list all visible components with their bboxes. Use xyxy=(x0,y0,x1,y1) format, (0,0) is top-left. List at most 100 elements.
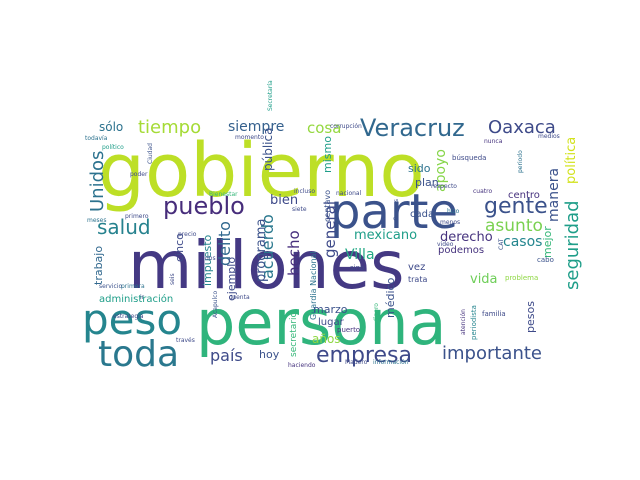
word-cat: CAT xyxy=(498,238,505,250)
word-nunca: nunca xyxy=(484,138,503,145)
word-primero: primero xyxy=(125,213,149,220)
word-guardia-nacional: Guardia Nacional xyxy=(309,251,318,320)
word-menos: menos xyxy=(440,219,460,226)
word-haciendo: haciendo xyxy=(288,362,316,369)
word-sino: sino xyxy=(350,264,364,272)
word-programa: programa xyxy=(254,219,269,282)
word-acuerdo: acuerdo xyxy=(258,214,277,279)
word-primera: primera xyxy=(121,283,145,290)
word-seguridad: seguridad xyxy=(562,200,583,290)
word-casos: casos xyxy=(503,234,542,250)
word-impuesto: impuesto xyxy=(201,234,214,286)
word-corrupción: corrupción xyxy=(330,123,362,130)
word-toda: toda xyxy=(98,334,179,375)
word-seis: seis xyxy=(169,273,176,285)
word-hecho: hecho xyxy=(285,230,303,276)
word-incluso: incluso xyxy=(294,188,315,195)
word-derecho: derecho xyxy=(440,230,493,245)
word-sido: sido xyxy=(408,162,431,175)
word-centavo: centavo xyxy=(323,190,332,222)
word-lugar: lugar xyxy=(318,317,345,328)
word-familia: familia xyxy=(482,310,506,318)
word-años: años xyxy=(312,332,341,346)
word-villa: Villa xyxy=(345,247,375,263)
word-trata: trata xyxy=(408,275,427,284)
word-política: política xyxy=(564,137,579,184)
word-meses: meses xyxy=(87,217,106,224)
word-veracruz: Veracruz xyxy=(360,114,465,142)
word-pública: pública xyxy=(261,128,275,171)
word-bienestar: Bienestar xyxy=(209,191,238,198)
word-sólo: sólo xyxy=(99,120,123,134)
word-vida: vida xyxy=(470,272,498,287)
word-ir: ir xyxy=(140,294,145,301)
word-importante: importante xyxy=(442,343,542,364)
word-momento: momento xyxy=(235,134,264,141)
word-país: país xyxy=(210,346,243,365)
word-empresa: empresa xyxy=(316,343,412,368)
word-cada: cada xyxy=(410,209,434,220)
word-asunto: asunto xyxy=(485,216,543,236)
word-vez: vez xyxy=(408,262,425,273)
word-oaxaca: Oaxaca xyxy=(488,117,556,138)
word-cosa: cosa xyxy=(307,119,341,137)
word-dinero: dinero xyxy=(373,303,380,322)
word-persona: persona xyxy=(196,286,447,359)
word-cuatro: cuatro xyxy=(473,188,492,195)
word-video: video xyxy=(437,241,454,248)
word-peso: peso xyxy=(82,295,182,344)
word-administración: administración xyxy=(99,293,173,305)
word-cabo: cabo xyxy=(537,256,554,264)
word-político: político xyxy=(102,144,124,151)
word-estrategia: estrategia xyxy=(113,313,144,320)
word-ciudad: Ciudad xyxy=(147,143,154,164)
word-poder: poder xyxy=(130,171,148,178)
word-general: general xyxy=(321,201,339,258)
word-millones: millones xyxy=(128,227,405,304)
word-mismo: mismo xyxy=(321,136,334,173)
word-médico: médico xyxy=(384,277,397,318)
word-trabajo: trabajo xyxy=(92,246,105,285)
word-unidos: Unidos xyxy=(87,151,108,212)
word-gente: gente xyxy=(484,194,548,219)
word-acapulco: Acapulco xyxy=(212,290,219,318)
word-cuevas: Cuevas xyxy=(393,199,400,221)
word-cuenta: cuenta xyxy=(229,294,250,301)
word-manera: manera xyxy=(546,168,562,222)
word-atención: atención xyxy=(460,309,467,335)
word-madero: Madero xyxy=(345,359,368,366)
word-mejor: mejor xyxy=(541,226,554,258)
word-salud: salud xyxy=(97,215,151,239)
word-hizo: hizo xyxy=(447,208,460,215)
word-servicio: servicio xyxy=(99,283,122,290)
word-información: información xyxy=(373,359,409,366)
word-apoyo: apoyo xyxy=(433,149,449,192)
word-gobierno: gobierno xyxy=(98,128,425,214)
word-secretario: secretario xyxy=(289,312,299,357)
word-precio: precio xyxy=(178,231,197,238)
word-bien: bien xyxy=(270,193,298,208)
word-plan: plan xyxy=(415,176,439,189)
word-nacional: nacional xyxy=(336,190,362,197)
word-secretaría: Secretaría xyxy=(267,80,274,111)
word-puerto: puerto xyxy=(337,326,360,334)
word-parte: parte xyxy=(330,184,458,240)
word-hoy: hoy xyxy=(259,348,280,361)
word-medios: medios xyxy=(538,133,560,140)
word-marzo: marzo xyxy=(313,303,348,316)
word-respecto: respecto xyxy=(431,183,457,190)
word-siempre: siempre xyxy=(228,119,284,135)
word-pesos: pesos xyxy=(524,301,537,333)
word-delito: delito xyxy=(215,221,234,266)
word-búsqueda: búsqueda xyxy=(452,154,486,162)
word-cinco: cinco xyxy=(173,233,186,262)
word-pueblo: pueblo xyxy=(163,192,245,220)
word-tiempo: tiempo xyxy=(138,117,201,138)
word-ejemplo: ejemplo xyxy=(225,257,238,301)
word-periodo: periodo xyxy=(517,150,524,173)
word-periodista: periodista xyxy=(470,305,478,340)
word-dos: dos xyxy=(205,255,216,262)
word-problema: problema xyxy=(505,274,538,282)
word-través: través xyxy=(176,337,195,344)
